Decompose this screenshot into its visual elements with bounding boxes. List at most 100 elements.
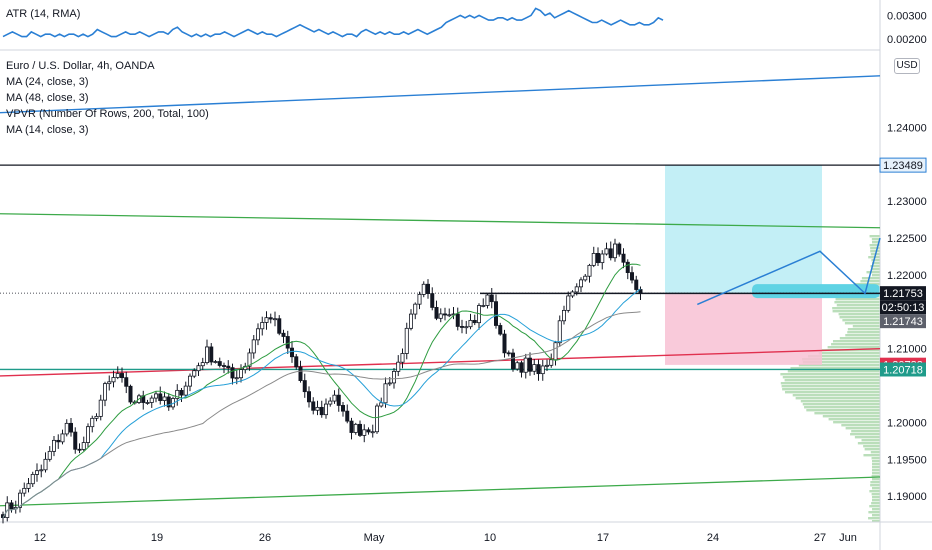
time-tick: 17 [597, 532, 609, 544]
vpvr-bar [857, 442, 880, 445]
candle-body [400, 353, 405, 363]
legend-symbol[interactable]: Euro / U.S. Dollar, 4h, OANDA [6, 60, 155, 72]
price-tick: 1.19500 [887, 454, 927, 466]
candle-body [587, 264, 592, 277]
vpvr-bar [845, 427, 880, 430]
vpvr-bar [866, 271, 880, 274]
ma-14-line [2, 263, 641, 518]
candle-body [39, 469, 44, 472]
time-tick: 12 [34, 532, 46, 544]
candle-body [60, 433, 65, 443]
channel-lower-line [0, 476, 881, 507]
candle-body [519, 362, 524, 373]
candle-body [9, 502, 14, 510]
legend-ma-48[interactable]: MA (48, close, 3) [6, 92, 89, 104]
currency-badge[interactable]: USD [894, 58, 920, 74]
candle-body [493, 301, 498, 326]
candle-body [608, 248, 613, 259]
vpvr-bar [872, 463, 880, 466]
red-trend-line [0, 347, 881, 377]
upper-trend-line [0, 75, 881, 114]
vpvr-bar [795, 397, 880, 400]
price-tag-label: 02:50:13 [882, 302, 925, 314]
price-axis[interactable]: 1.24000 1.23000 1.22500 1.22000 1.21000 1.200… [887, 122, 927, 503]
candle-body [315, 406, 320, 411]
candle-body [498, 325, 503, 335]
candle-body [111, 377, 116, 383]
vpvr-bar [818, 352, 880, 355]
time-tick: May [364, 532, 385, 544]
vpvr-bar [834, 301, 880, 304]
candle-body [319, 406, 324, 416]
atr-tick: 0.00200 [887, 34, 927, 46]
candle-body [302, 380, 307, 393]
target-zone [665, 165, 822, 295]
candle-body [630, 272, 635, 281]
candle-body [570, 291, 575, 297]
vpvr-bar [871, 259, 880, 262]
legend-ma-24[interactable]: MA (24, close, 3) [6, 76, 89, 88]
vpvr-bar [807, 355, 880, 358]
candle-body [413, 303, 418, 315]
time-axis[interactable]: 12 19 26 May 10 17 24 27 Jun [34, 532, 857, 544]
candle-body [277, 318, 282, 334]
candle-body [247, 352, 252, 367]
price-tick: 1.22000 [887, 270, 927, 282]
candle-body [510, 352, 515, 370]
candle-body [260, 322, 265, 330]
vpvr-bar [871, 502, 880, 505]
projection-path[interactable] [697, 237, 881, 306]
price-tag-box [880, 362, 926, 377]
vpvr-bar [781, 385, 880, 388]
candle-body [332, 394, 337, 402]
candle-body [425, 283, 430, 294]
candle-body [196, 365, 201, 372]
candle-body [455, 313, 460, 327]
candle-body [370, 431, 375, 434]
candle-body [536, 364, 541, 375]
ma-24-line [2, 288, 641, 518]
candle-body [213, 361, 218, 363]
candle-body [557, 320, 562, 344]
vpvr-bar [869, 235, 880, 238]
vpvr-bar [872, 478, 880, 481]
candle-body [408, 313, 413, 329]
vpvr-bar [847, 328, 880, 331]
candle-body [374, 405, 379, 433]
candle-body [90, 417, 95, 428]
candle-body [73, 431, 78, 450]
vpvr-bar [814, 412, 880, 415]
candle-body [81, 442, 86, 450]
time-tick: 19 [151, 532, 163, 544]
candle-body [353, 423, 358, 433]
candle-body [251, 339, 256, 354]
candle-body [617, 243, 622, 255]
candle-body [328, 400, 333, 405]
vpvr-bar [860, 280, 880, 283]
vpvr-bar [804, 406, 880, 409]
candle-body [234, 377, 239, 380]
candle-body [115, 373, 120, 378]
candle-body [217, 361, 222, 366]
vpvr-bar [784, 391, 880, 394]
price-tag-label: 1.21743 [883, 316, 923, 328]
candle-body [434, 307, 439, 319]
price-tick: 1.20000 [887, 417, 927, 429]
candle-body [604, 248, 609, 255]
legend-vpvr[interactable]: VPVR (Number Of Rows, 200, Total, 100) [6, 108, 209, 120]
vpvr-bar [827, 346, 880, 349]
candle-body [56, 439, 61, 443]
vpvr-bar [802, 361, 880, 364]
candle-body [464, 326, 469, 329]
vpvr-bar [782, 376, 880, 379]
trend-lines[interactable] [0, 75, 881, 507]
legend-ma-14[interactable]: MA (14, close, 3) [6, 124, 89, 136]
candle-body [421, 283, 426, 295]
candle-body [625, 261, 630, 273]
candle-body [489, 294, 494, 303]
candle-body [515, 362, 520, 370]
vpvr-bar [872, 520, 880, 523]
vpvr-bar [784, 379, 880, 382]
long-position-zones[interactable] [665, 165, 880, 365]
